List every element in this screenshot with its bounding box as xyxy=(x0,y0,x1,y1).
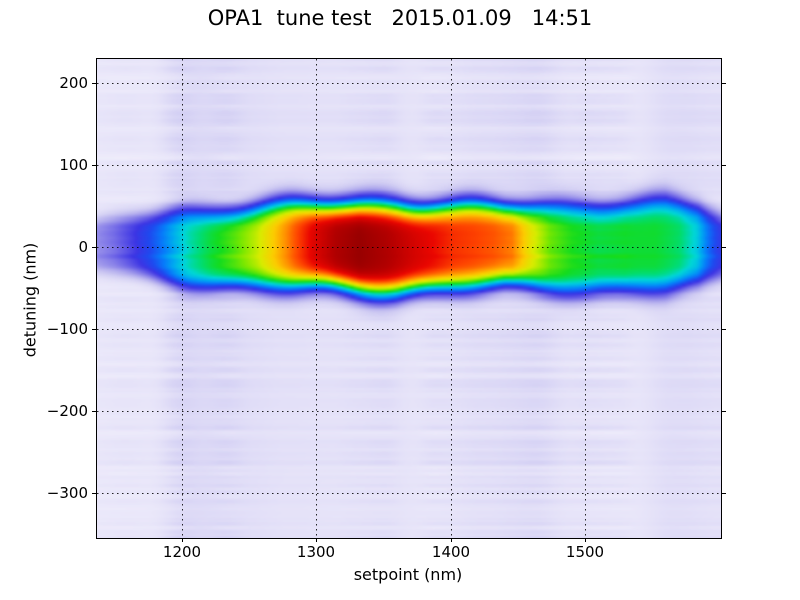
y-tick-label: −200 xyxy=(46,402,88,420)
x-tick-mark xyxy=(316,538,317,542)
y-tick-mark xyxy=(92,493,96,494)
x-tick-label: 1300 xyxy=(296,543,336,561)
y-tick-label: 0 xyxy=(78,238,88,256)
x-tick-label: 1500 xyxy=(565,543,605,561)
gridline-y xyxy=(97,83,721,84)
y-tick-mark xyxy=(92,411,96,412)
y-tick-label: 100 xyxy=(59,156,88,174)
plot-area xyxy=(96,58,722,539)
x-tick-mark xyxy=(451,538,452,542)
gridline-y xyxy=(97,247,721,248)
y-tick-mark xyxy=(92,247,96,248)
y-tick-mark xyxy=(92,83,96,84)
gridline-x xyxy=(182,59,183,538)
y-tick-mark-right xyxy=(722,247,726,248)
gridline-y xyxy=(97,165,721,166)
y-tick-label: −100 xyxy=(46,320,88,338)
y-tick-label: 200 xyxy=(59,74,88,92)
y-tick-mark xyxy=(92,329,96,330)
gridline-x xyxy=(585,59,586,538)
y-tick-label: −300 xyxy=(46,484,88,502)
y-tick-mark-right xyxy=(722,329,726,330)
gridline-x xyxy=(316,59,317,538)
y-tick-mark xyxy=(92,165,96,166)
plot-title: OPA1 tune test 2015.01.09 14:51 xyxy=(207,6,593,30)
gridline-y xyxy=(97,329,721,330)
gridline-y xyxy=(97,411,721,412)
heatmap-canvas xyxy=(97,59,721,538)
x-tick-label: 1400 xyxy=(431,543,471,561)
x-axis-label: setpoint (nm) xyxy=(353,565,463,584)
y-axis-label: detuning (nm) xyxy=(20,242,40,358)
x-tick-mark xyxy=(182,538,183,542)
x-tick-label: 1200 xyxy=(162,543,202,561)
y-tick-mark-right xyxy=(722,411,726,412)
y-tick-mark-right xyxy=(722,165,726,166)
gridline-y xyxy=(97,493,721,494)
y-tick-mark-right xyxy=(722,83,726,84)
gridline-x xyxy=(451,59,452,538)
x-tick-mark xyxy=(585,538,586,542)
y-tick-mark-right xyxy=(722,493,726,494)
